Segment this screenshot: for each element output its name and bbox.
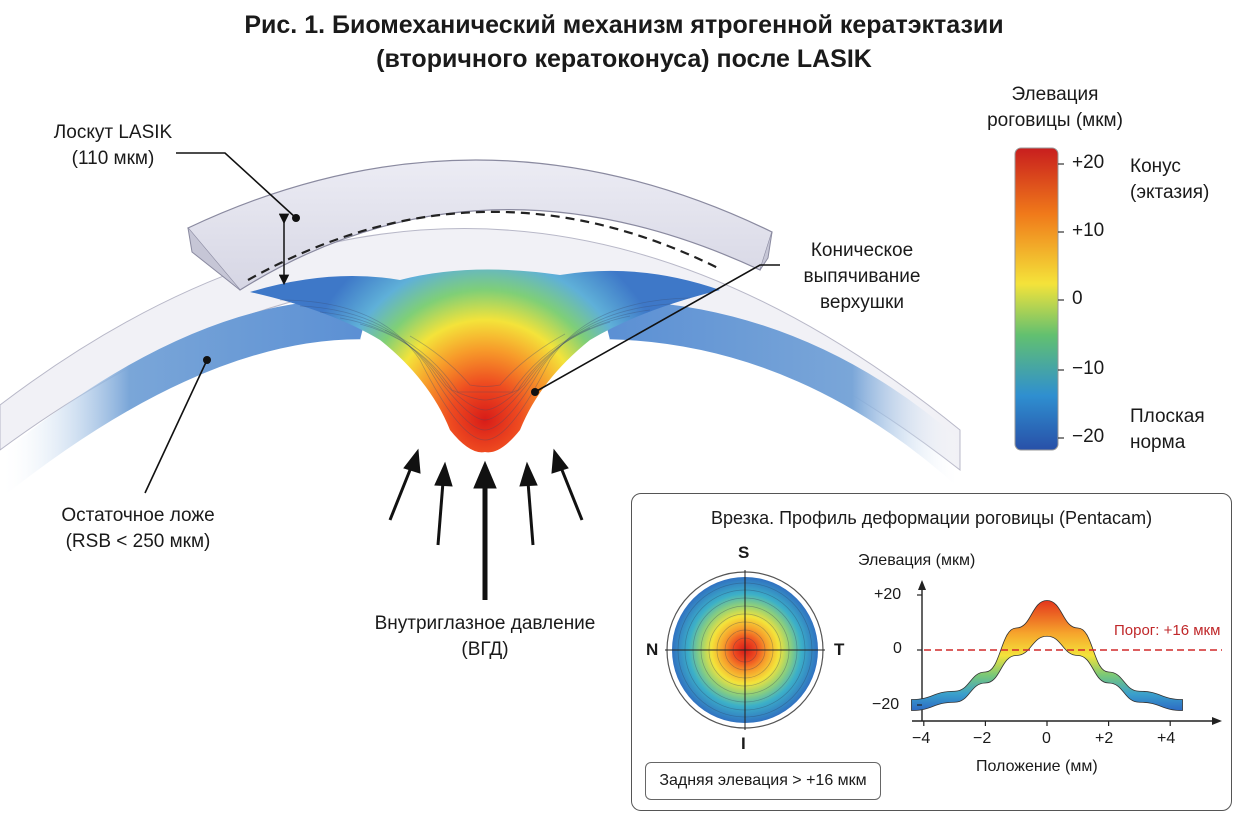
bulge-leader (534, 264, 780, 393)
map-label-n: N (646, 640, 659, 659)
bulge-label-line-2: выпячивание (803, 266, 921, 287)
elevation-profile-band (911, 600, 1183, 711)
flap-label-line-1: Лоскут LASIK (53, 122, 173, 143)
bed-leader (144, 359, 208, 494)
top-note-line-2: (эктазия) (1130, 182, 1210, 203)
bed-label-line-1: Остаточное ложе (61, 505, 215, 526)
colorbar-tick: 0 (1072, 288, 1083, 309)
flap-leader (176, 152, 297, 219)
map-label-s: S (738, 543, 750, 562)
bulge-label-line-1: Коническое (810, 240, 914, 261)
colorbar-title-line-1: Элевация (1011, 84, 1099, 105)
bottom-note-line-2: норма (1130, 432, 1186, 453)
inset-graphics (665, 570, 1222, 730)
top-note-line-1: Конус (1130, 156, 1181, 177)
y-tick-label: 0 (893, 640, 902, 657)
y-tick-label: +20 (874, 586, 902, 603)
colorbar-title-line-2: роговицы (мкм) (987, 110, 1123, 131)
x-tick-label: +2 (1095, 730, 1114, 747)
colorbar-tick: −20 (1072, 426, 1105, 447)
iop-arrows (388, 448, 584, 600)
colorbar-tick: −10 (1072, 358, 1105, 379)
figure-title: Рис. 1. Биомеханический механизм ятроген… (0, 8, 1248, 76)
x-tick-label: −2 (973, 730, 992, 747)
y-tick-label: −20 (872, 696, 900, 713)
map-label-i: I (741, 734, 746, 753)
colorbar-title: Элевация роговицы (мкм) (960, 82, 1150, 134)
conical-bulge (250, 269, 720, 453)
x-tick-label: +4 (1157, 730, 1176, 747)
threshold-label: Порог: +16 мкм (1114, 622, 1221, 639)
title-line-2: (вторичного кератоконуса) после LASIK (376, 45, 872, 73)
chart-y-label: Элевация (мкм) (858, 552, 976, 569)
flap-label: Лоскут LASIK (110 мкм) (38, 120, 188, 172)
bottom-note-line-1: Плоская (1130, 406, 1205, 427)
contour-lines (279, 297, 691, 441)
inset-panel: Врезка. Профиль деформации роговицы (Pen… (631, 493, 1232, 811)
colorbar (1014, 147, 1059, 451)
colorbar-tick: +20 (1072, 152, 1105, 173)
chart-x-label: Положение (мм) (976, 758, 1098, 775)
flap-interface-dashed (247, 210, 719, 281)
residual-bed-right (600, 300, 960, 490)
x-tick-label: −4 (912, 730, 931, 747)
posterior-elevation-note: Задняя элевация > +16 мкм (645, 762, 881, 800)
inset-title: Врезка. Профиль деформации роговицы (Pen… (710, 508, 1153, 528)
residual-bed-label: Остаточное ложе (RSB < 250 мкм) (48, 503, 228, 555)
map-label-t: T (834, 640, 845, 659)
profile-layer (911, 594, 1222, 726)
iop-label-line-1: Внутриглазное давление (374, 613, 596, 634)
bulge-label: Коническое выпячивание верхушки (782, 238, 942, 316)
iop-label-line-2: (ВГД) (461, 639, 509, 660)
x-tick-label: 0 (1042, 730, 1051, 747)
colorbar-top-note: Конус (эктазия) (1130, 154, 1209, 206)
bulge-label-line-3: верхушки (820, 292, 904, 313)
iop-label: Внутриглазное давление (ВГД) (350, 611, 620, 663)
colorbar-bottom-note: Плоская норма (1130, 404, 1205, 456)
bed-label-line-2: (RSB < 250 мкм) (65, 531, 211, 552)
title-line-1: Рис. 1. Биомеханический механизм ятроген… (244, 11, 1004, 39)
colorbar-tick: +10 (1072, 220, 1105, 241)
flap-label-line-2: (110 мкм) (71, 148, 155, 169)
